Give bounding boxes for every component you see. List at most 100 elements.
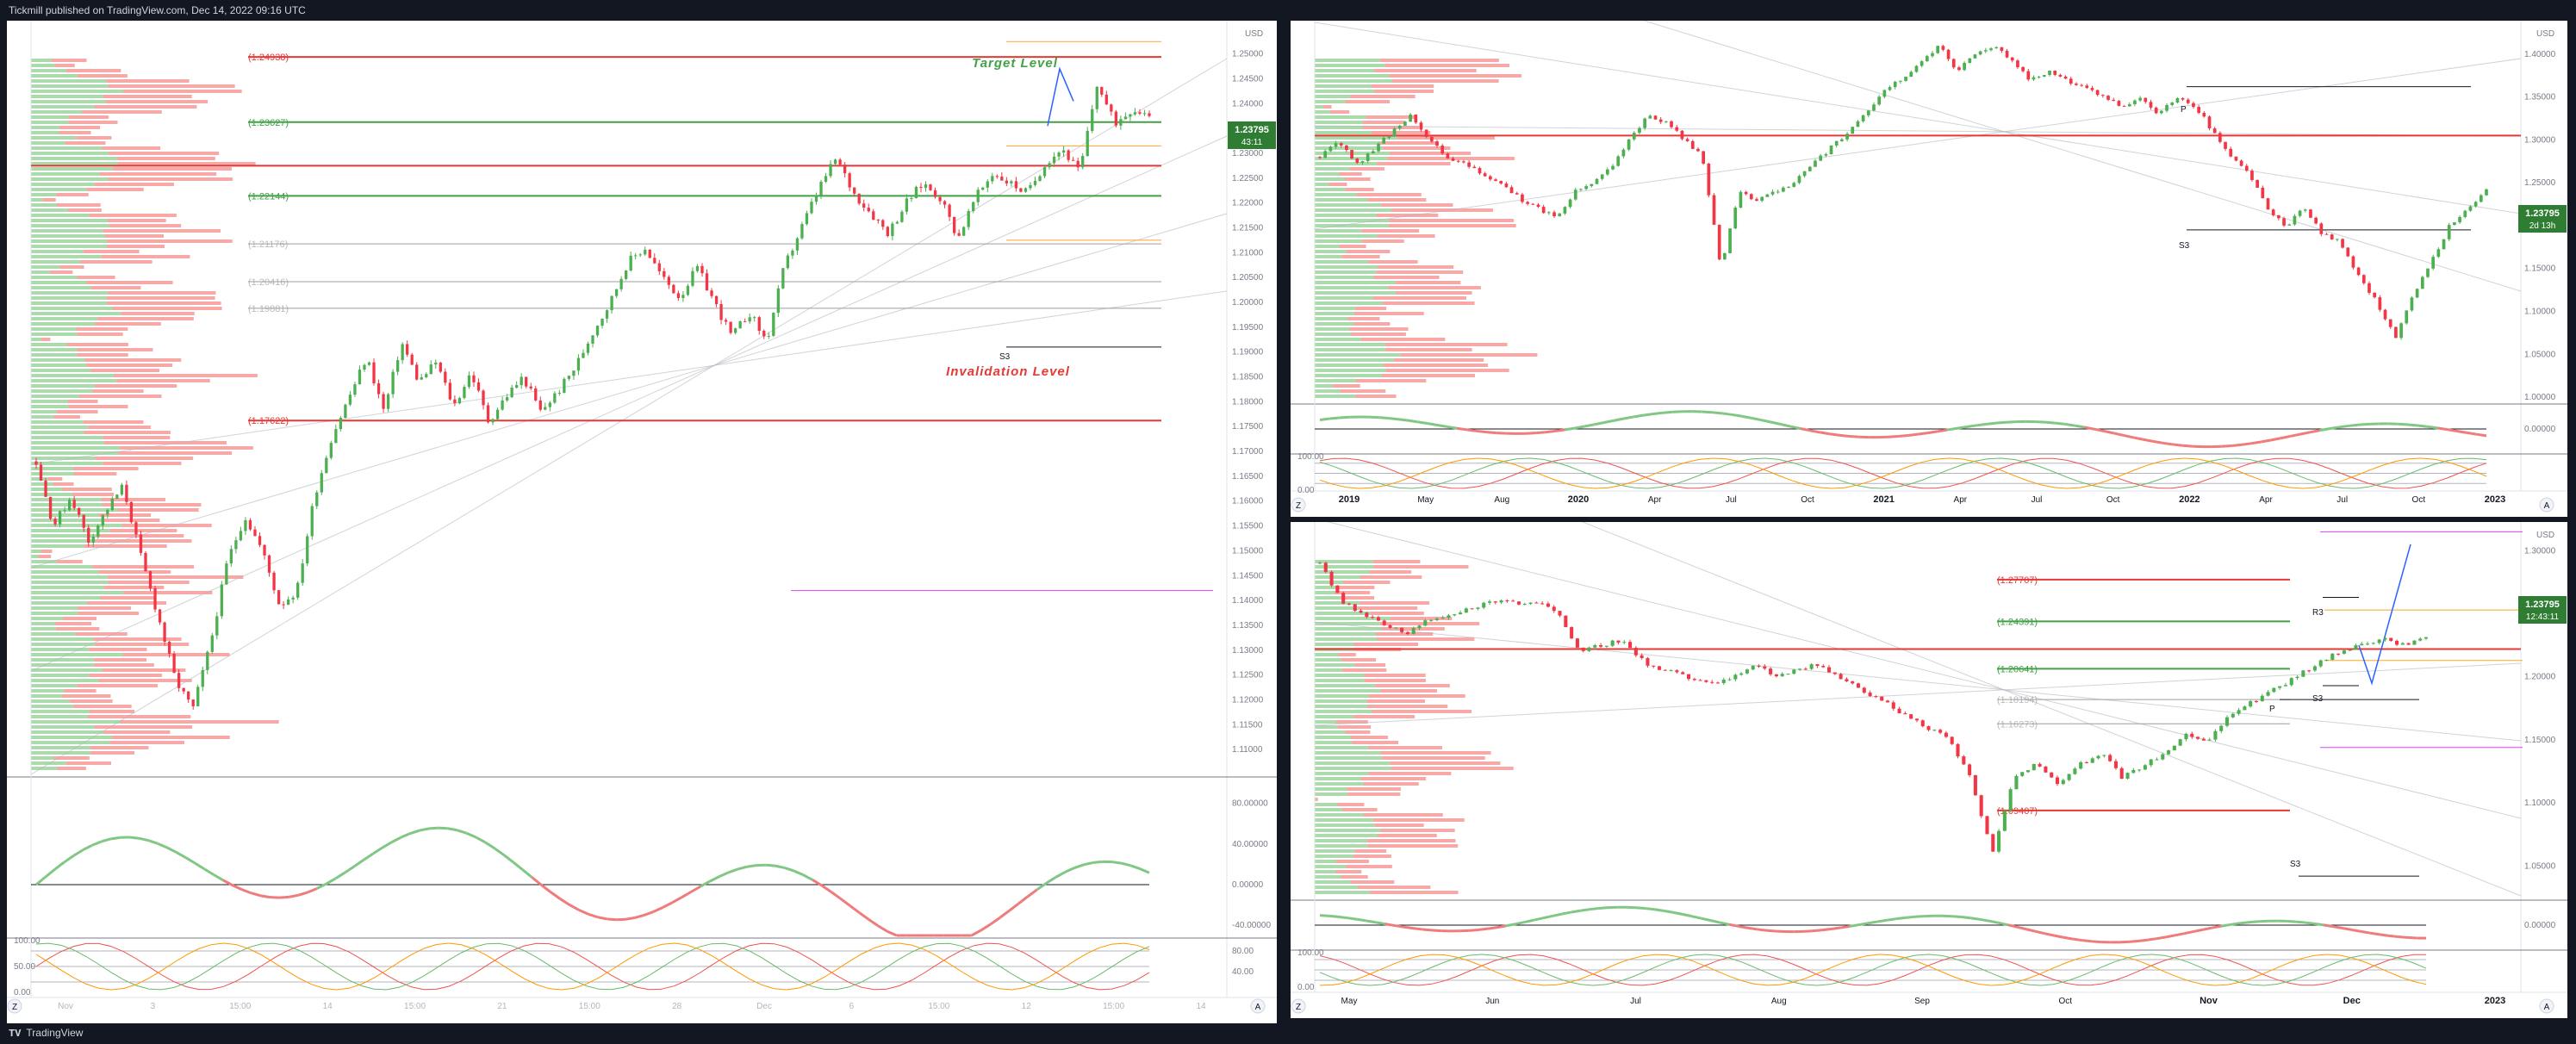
volume-bar-sell bbox=[1343, 581, 1391, 584]
volume-bar-buy bbox=[1315, 74, 1390, 78]
candle-body bbox=[1845, 134, 1849, 140]
volume-bar-buy bbox=[31, 436, 103, 439]
volume-bar-sell bbox=[1372, 296, 1466, 300]
z-button[interactable] bbox=[7, 998, 22, 1014]
candle-body bbox=[952, 216, 956, 233]
volume-bar-sell bbox=[93, 637, 182, 641]
volume-bar-sell bbox=[1395, 281, 1461, 284]
candle-body bbox=[625, 270, 628, 279]
candle-body bbox=[1459, 612, 1463, 615]
candle-body bbox=[2058, 74, 2063, 77]
candle-body bbox=[2170, 103, 2175, 105]
time-tick-label: 2023 bbox=[2485, 996, 2505, 1006]
auto-scale-button[interactable] bbox=[1250, 998, 1266, 1014]
candle-body bbox=[810, 202, 813, 214]
time-tick-label: 28 bbox=[672, 1002, 682, 1011]
volume-bar-buy bbox=[1315, 193, 1357, 196]
candle-body bbox=[2172, 745, 2176, 751]
volume-bar-sell bbox=[1337, 725, 1372, 729]
candle-body bbox=[1142, 113, 1147, 115]
volume-bar-buy bbox=[1315, 679, 1365, 682]
candle-body bbox=[2412, 640, 2417, 645]
time-axis[interactable]: 2019 May Aug 2020 Apr Jul Oct 2021 Apr Jul Oct 2022… bbox=[1339, 494, 2505, 505]
volume-bar-sell bbox=[90, 369, 160, 372]
volume-bar-buy bbox=[1315, 384, 1334, 388]
candle-body bbox=[1968, 764, 1972, 775]
time-tick-label: 15:00 bbox=[1103, 1002, 1124, 1011]
bottom-right-chart-panel[interactable]: (1.27707)(1.24391)(1.20641)(1.18194)(1.1… bbox=[1291, 522, 2567, 1018]
z-button[interactable] bbox=[1291, 998, 1306, 1014]
z-button[interactable] bbox=[1291, 497, 1306, 513]
price-tick-label: 1.21000 bbox=[1232, 248, 1264, 258]
oscillator-segment bbox=[887, 930, 898, 937]
oscillator-segment bbox=[1542, 914, 1553, 920]
candle-body bbox=[429, 364, 432, 375]
price-tick-label: 1.18500 bbox=[1232, 373, 1264, 382]
price-tag: 1.23795 12:43:11 bbox=[2518, 596, 2567, 624]
candle-body bbox=[2218, 133, 2222, 142]
volume-bar-buy bbox=[1315, 338, 1361, 341]
candle-body bbox=[1710, 681, 1714, 683]
candle-body bbox=[1355, 158, 1360, 163]
time-tick-label: 21 bbox=[497, 1002, 507, 1011]
volume-bar-sell bbox=[48, 477, 63, 481]
left-chart-panel[interactable]: (1.24938)(1.23627)(1.22144)(1.21176)(1.2… bbox=[7, 21, 1277, 1023]
projection-arrow bbox=[2358, 544, 2411, 686]
volume-bar-buy bbox=[1315, 348, 1386, 351]
auto-scale-button[interactable] bbox=[2539, 998, 2554, 1014]
oscillator-segment bbox=[2172, 443, 2183, 447]
volume-bar-sell bbox=[1360, 575, 1422, 579]
candle-body bbox=[2127, 104, 2131, 107]
candle-body bbox=[1119, 119, 1123, 126]
price-axis[interactable]: 1.250001.245001.240001.235001.230001.225… bbox=[1232, 50, 1264, 755]
candle-body bbox=[1392, 128, 1397, 137]
time-axis[interactable]: May Jun Jul Aug Sep Oct Nov Dec 2023 bbox=[1341, 996, 2506, 1006]
price-tick-label: 1.12000 bbox=[1232, 695, 1264, 705]
candle-body bbox=[2324, 659, 2329, 661]
oscillator-segment bbox=[1055, 871, 1067, 879]
candle-body bbox=[129, 501, 134, 523]
trend-channel-line bbox=[30, 135, 1228, 672]
volume-bar-sell bbox=[84, 431, 171, 434]
auto-scale-button[interactable] bbox=[2539, 497, 2554, 513]
oscillator-segment bbox=[1709, 919, 1720, 924]
levels bbox=[1315, 86, 2521, 231]
candle-body bbox=[1686, 674, 1691, 680]
oscillator-segment bbox=[1886, 917, 1897, 922]
oscillator-segment bbox=[1356, 917, 1367, 923]
candle-body bbox=[110, 499, 114, 510]
trend-channel-line bbox=[1314, 621, 2522, 742]
candle-body bbox=[738, 321, 742, 329]
volume-bar-sell bbox=[1345, 188, 1374, 191]
candle-body bbox=[2260, 695, 2264, 702]
candle-body bbox=[1563, 207, 1567, 214]
price-tick-label: 1.20500 bbox=[1232, 273, 1264, 283]
volume-bar-buy bbox=[31, 260, 80, 264]
volume-bar-sell bbox=[1333, 384, 1360, 388]
time-axis[interactable]: Nov 3 15:00 14 15:00 21 15:00 28 Dec 6 15:00 12 15:0… bbox=[58, 1002, 1206, 1011]
volume-bar-buy bbox=[31, 581, 109, 584]
candle-body bbox=[1318, 157, 1322, 158]
candle-body bbox=[2254, 700, 2259, 702]
projection-arrow bbox=[1047, 66, 1074, 127]
time-tick-label: Jul bbox=[1726, 495, 1737, 505]
candle-body bbox=[1493, 601, 1497, 603]
candle-body bbox=[1086, 130, 1089, 157]
oscillator-segment bbox=[35, 875, 47, 886]
chart-background bbox=[7, 21, 1277, 1023]
volume-bar-sell bbox=[54, 64, 75, 67]
volume-bar-buy bbox=[1315, 260, 1369, 264]
volume-bar-buy bbox=[1315, 374, 1382, 377]
candle-body bbox=[1419, 122, 1423, 130]
oscillator-segment bbox=[1594, 421, 1605, 426]
candle-body bbox=[1622, 642, 1627, 643]
candle-body bbox=[215, 616, 219, 636]
candle-body bbox=[2131, 769, 2136, 774]
volume-bar-buy bbox=[31, 250, 84, 253]
volume-bar-buy bbox=[31, 126, 59, 129]
candle-body bbox=[2249, 700, 2253, 707]
top-right-chart-panel[interactable]: 1.400001.350001.300001.250001.200001.150… bbox=[1291, 21, 2567, 517]
volume-bar-sell bbox=[1353, 312, 1424, 315]
oscillator-segment bbox=[1561, 910, 1571, 916]
volume-bar-sell bbox=[1380, 59, 1499, 62]
